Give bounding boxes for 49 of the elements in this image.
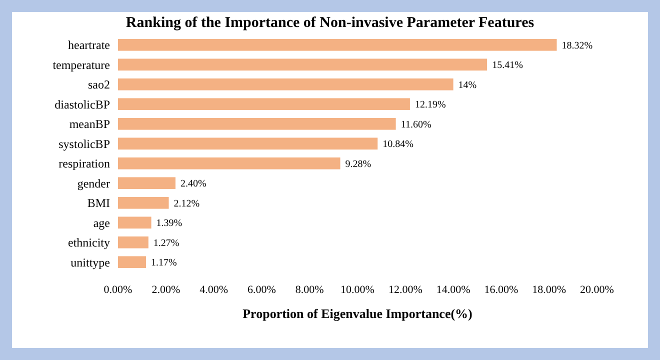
x-tick-label: 18.00% xyxy=(532,284,566,296)
y-tick-label: heartrate xyxy=(68,38,110,52)
y-tick-label: sao2 xyxy=(88,78,110,92)
x-tick-label: 14.00% xyxy=(436,284,470,296)
x-tick-label: 2.00% xyxy=(152,284,180,296)
bar xyxy=(118,118,396,130)
data-label: 1.27% xyxy=(153,238,180,249)
y-tick-label: systolicBP xyxy=(58,136,110,151)
bar xyxy=(118,256,146,268)
x-tick-label: 16.00% xyxy=(484,284,518,296)
data-label: 2.12% xyxy=(174,198,200,210)
bar xyxy=(118,177,176,190)
bar xyxy=(118,38,557,51)
y-tick-label: temperature xyxy=(52,58,110,72)
x-tick-label: 0.00% xyxy=(104,284,132,296)
y-tick-label: gender xyxy=(77,176,110,190)
bar xyxy=(118,138,378,150)
data-label: 18.32% xyxy=(562,40,593,52)
chart-title: Ranking of the Importance of Non-invasive Parameter Features xyxy=(126,15,534,31)
data-label: 11.60% xyxy=(400,119,432,130)
y-tick-label: unittype xyxy=(70,255,110,270)
bar xyxy=(118,196,169,209)
y-tick-label: ethnicity xyxy=(68,236,110,250)
data-label: 9.28% xyxy=(345,158,372,170)
bar xyxy=(118,216,152,229)
data-label: 2.40% xyxy=(180,178,206,190)
y-tick-label: age xyxy=(93,216,110,230)
bar xyxy=(118,58,488,71)
data-label: 12.19% xyxy=(414,100,446,111)
data-label: 1.17% xyxy=(151,258,177,269)
x-tick-label: 20.00% xyxy=(580,284,614,296)
bar xyxy=(118,157,340,170)
data-label: 1.39% xyxy=(156,218,182,230)
x-axis-title: Proportion of Eigenvalue Importance(%) xyxy=(242,306,472,321)
data-label: 15.41% xyxy=(492,60,523,72)
x-tick-label: 10.00% xyxy=(340,284,374,296)
y-tick-label: meanBP xyxy=(69,117,110,132)
bar xyxy=(118,78,454,90)
y-tick-label: respiration xyxy=(58,156,110,171)
x-tick-label: 8.00% xyxy=(295,284,324,296)
bar xyxy=(118,236,148,248)
bar xyxy=(118,98,410,110)
y-tick-label: BMI xyxy=(87,196,110,210)
data-label: 10.84% xyxy=(382,139,414,150)
y-tick-label: diastolicBP xyxy=(54,97,110,112)
x-tick-label: 6.00% xyxy=(247,284,276,296)
data-label: 14% xyxy=(458,80,477,91)
x-tick-label: 4.00% xyxy=(200,284,228,296)
x-tick-label: 12.00% xyxy=(388,284,422,296)
